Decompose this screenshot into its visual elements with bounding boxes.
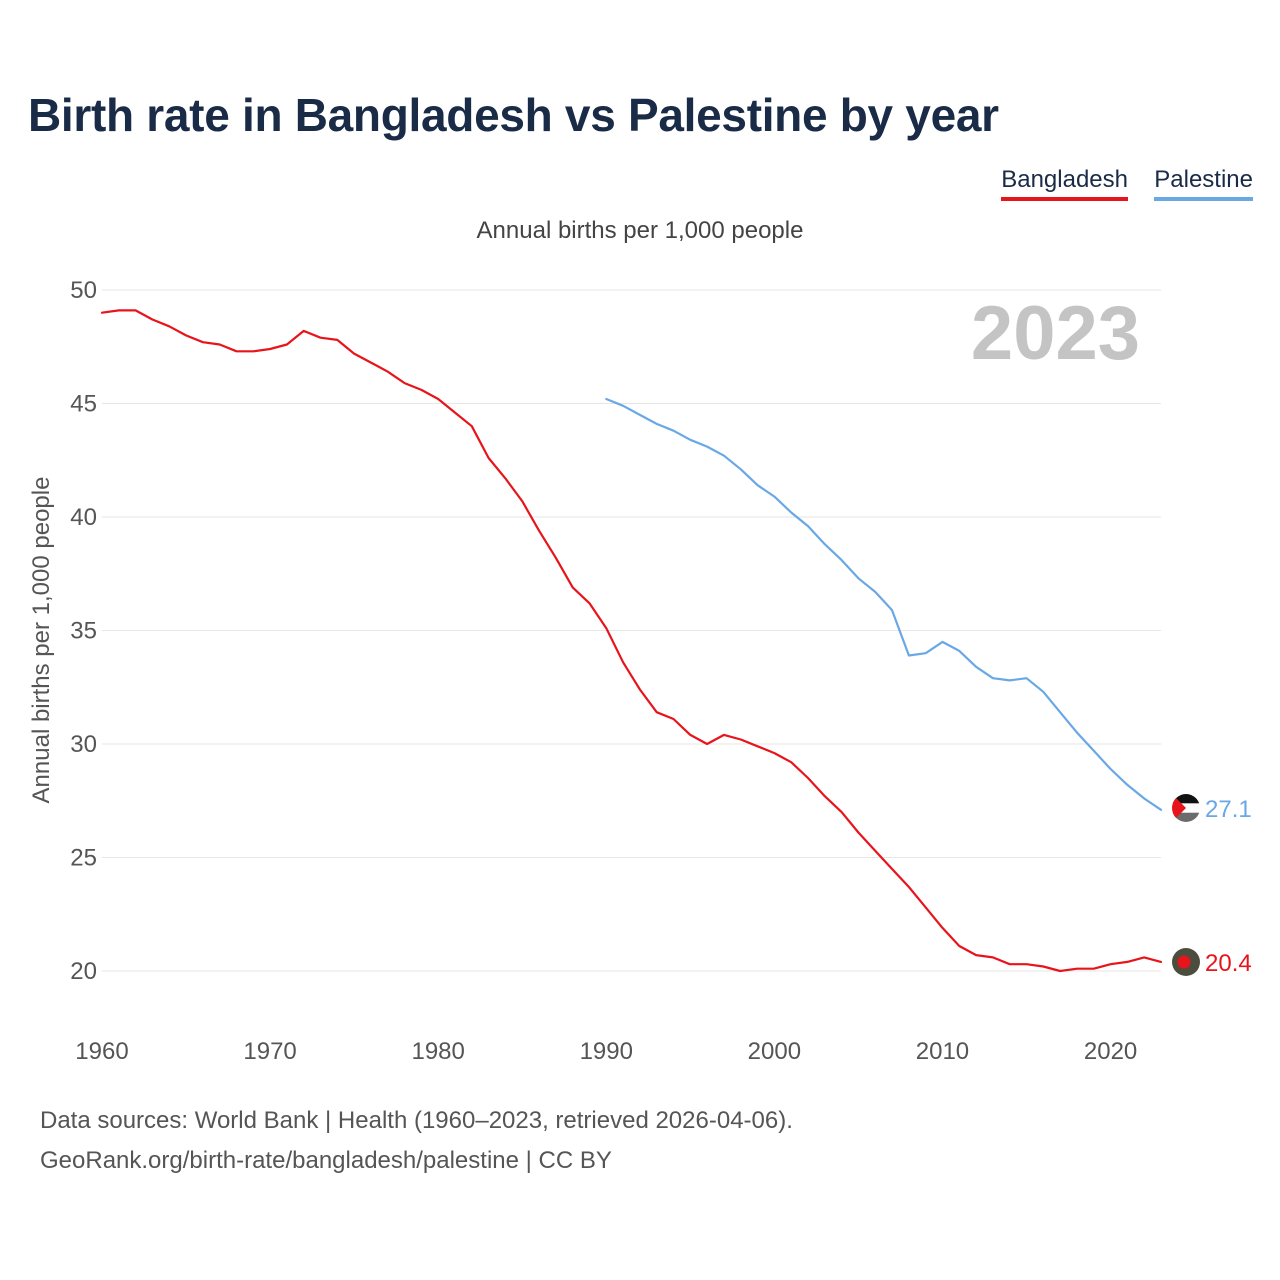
palestine-flag-icon <box>1172 794 1200 822</box>
end-labels: 27.1 20.4 <box>1205 796 1252 977</box>
palestine-end-label: 27.1 <box>1205 796 1252 823</box>
source-link[interactable]: GeoRank.org/birth-rate/bangladesh/palest… <box>40 1147 612 1174</box>
y-tick-label: 35 <box>70 618 97 645</box>
y-tick-label: 45 <box>70 391 97 418</box>
chart-subtitle: Annual births per 1,000 people <box>476 217 804 244</box>
y-tick-label: 20 <box>70 958 97 985</box>
y-tick-label: 30 <box>70 731 97 758</box>
x-tick-label: 1980 <box>411 1038 464 1065</box>
y-tick-label: 40 <box>70 504 97 531</box>
y-tick-label: 50 <box>70 277 97 304</box>
x-tick-label: 2020 <box>1084 1038 1137 1065</box>
x-axis-ticks: 1960 1970 1980 1990 2000 2010 2020 <box>75 1038 1137 1065</box>
x-tick-label: 2010 <box>916 1038 969 1065</box>
x-tick-label: 2000 <box>748 1038 801 1065</box>
x-tick-label: 1970 <box>243 1038 296 1065</box>
source-note: Data sources: World Bank | Health (1960–… <box>40 1107 793 1134</box>
y-axis-ticks: 20 25 30 35 40 45 50 <box>70 277 97 985</box>
y-tick-label: 25 <box>70 845 97 872</box>
series-lines <box>100 309 1163 973</box>
end-markers <box>1172 794 1200 976</box>
x-tick-label: 1990 <box>580 1038 633 1065</box>
grid-lines <box>102 289 1161 972</box>
legend-item-bangladesh[interactable]: Bangladesh <box>1001 166 1128 201</box>
x-tick-label: 1960 <box>75 1038 128 1065</box>
legend-item-palestine[interactable]: Palestine <box>1154 166 1253 201</box>
bangladesh-end-label: 20.4 <box>1205 950 1252 977</box>
series-line-palestine[interactable] <box>605 397 1163 811</box>
year-watermark: 2023 <box>970 291 1140 376</box>
series-line-bangladesh[interactable] <box>100 309 1163 973</box>
chart-title: Birth rate in Bangladesh vs Palestine by… <box>28 89 999 141</box>
bangladesh-flag-icon <box>1172 948 1200 976</box>
